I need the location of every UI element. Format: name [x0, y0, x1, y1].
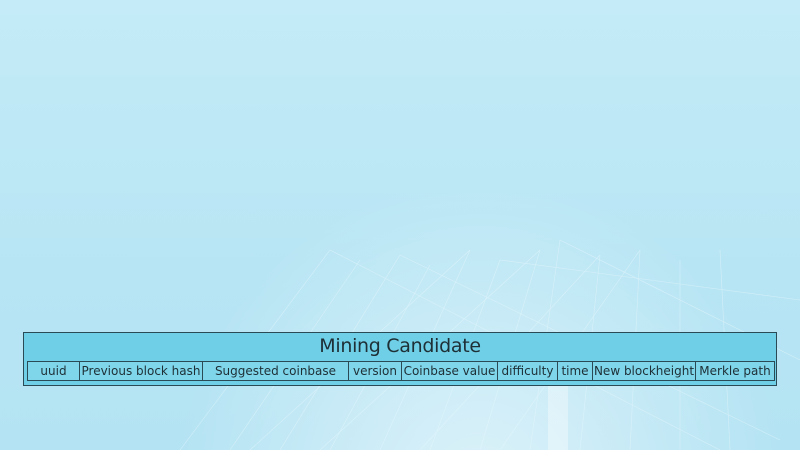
fields-row: uuid Previous block hash Suggested coinb… — [27, 361, 775, 381]
field-version: version — [349, 362, 402, 380]
field-merkle-path: Merkle path — [699, 364, 771, 378]
mining-candidate-box: Mining Candidate uuid Previous block has… — [23, 332, 777, 386]
field-time: time — [558, 362, 593, 380]
field-suggested-coinbase: Suggested coinbase — [203, 362, 349, 380]
field-coinbase-value: Coinbase value — [402, 362, 498, 380]
mining-candidate-title: Mining Candidate — [319, 335, 481, 357]
field-difficulty: difficulty — [498, 362, 558, 380]
field-previous-block-hash: Previous block hash — [80, 362, 203, 380]
field-new-blockheight: New blockheight — [593, 362, 696, 380]
field-uuid: uuid — [28, 362, 80, 380]
